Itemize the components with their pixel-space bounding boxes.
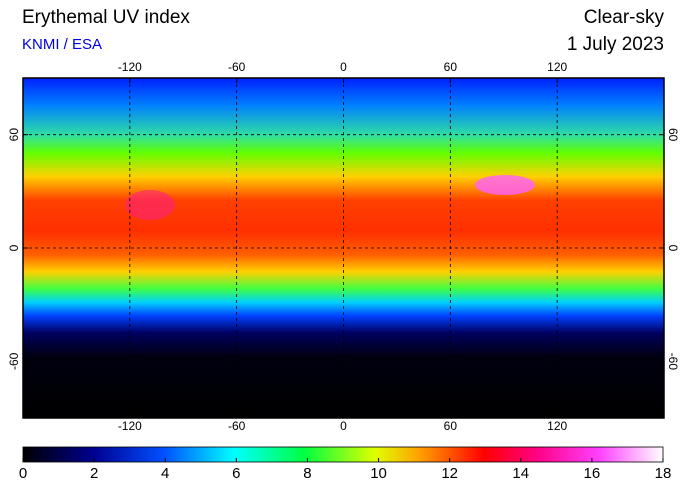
lon-tick-label: 120 — [547, 60, 567, 74]
colorbar — [22, 446, 664, 463]
colorbar-tick-label: 2 — [90, 465, 98, 482]
lat-tick-label: 0 — [7, 244, 21, 251]
colorbar-tick-label: 12 — [441, 465, 458, 482]
colorbar-tick-label: 10 — [370, 465, 387, 482]
lon-tick-label: -120 — [118, 60, 142, 74]
date: 1 July 2023 — [567, 34, 664, 55]
colorbar-tick-label: 16 — [584, 465, 601, 482]
lat-tick-label: 0 — [666, 245, 680, 252]
colorbar-tick-label: 18 — [655, 465, 672, 482]
lat-tick-label: -60 — [666, 353, 680, 371]
lon-tick-label: 120 — [547, 419, 567, 433]
uv-hotspot — [475, 175, 535, 195]
subtitle: KNMI / ESA — [22, 36, 102, 53]
title: Erythemal UV index — [22, 7, 190, 28]
uv-hotspot — [125, 190, 175, 220]
colorbar-tick-label: 0 — [19, 465, 27, 482]
lat-tick-label: 60 — [7, 128, 21, 142]
lat-tick-label: -60 — [7, 352, 21, 370]
lon-tick-label: 0 — [340, 60, 347, 74]
lon-tick-label: 60 — [444, 419, 458, 433]
lon-tick-label: 60 — [444, 60, 458, 74]
colorbar-tick-label: 6 — [232, 465, 240, 482]
colorbar-tick-label: 8 — [303, 465, 311, 482]
lon-tick-label: -120 — [118, 419, 142, 433]
colorbar-tick-label: 14 — [512, 465, 529, 482]
colorbar-tick-label: 4 — [161, 465, 169, 482]
lat-tick-label: 60 — [666, 128, 680, 142]
lon-tick-label: -60 — [228, 60, 246, 74]
condition: Clear-sky — [584, 7, 665, 28]
lon-tick-label: 0 — [340, 419, 347, 433]
lon-tick-label: -60 — [228, 419, 246, 433]
